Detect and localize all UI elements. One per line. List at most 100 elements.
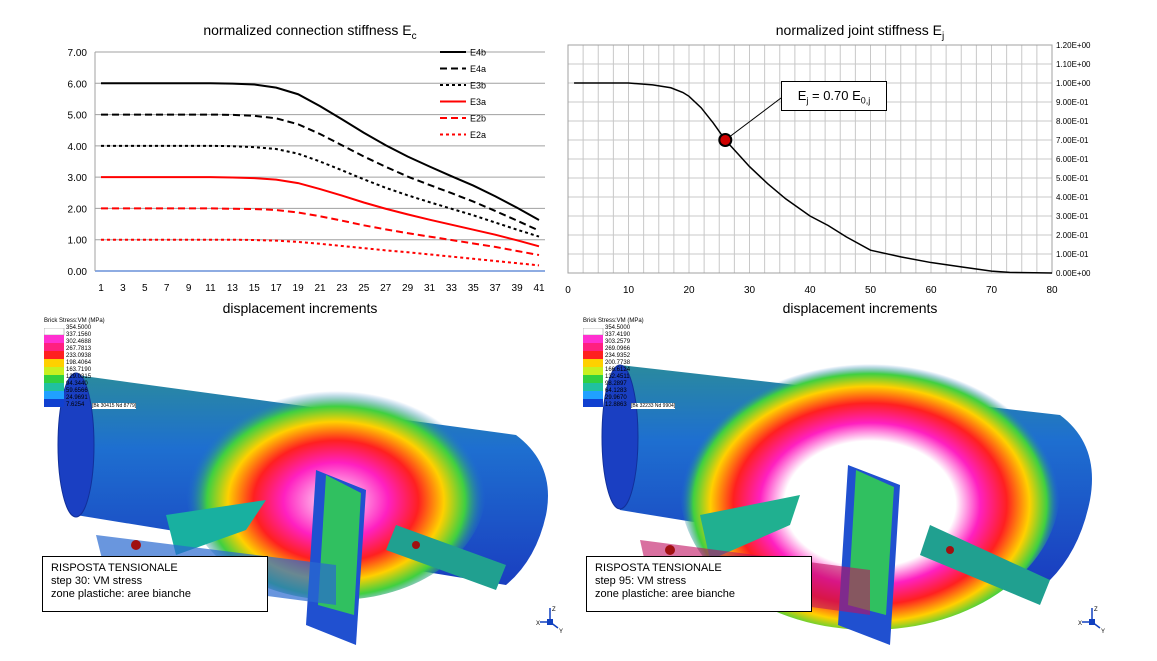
- axes-triad-right-icon: Z X Y: [1078, 607, 1105, 634]
- y-tick-label: 3.00: [68, 173, 88, 184]
- legend-label: E2a: [470, 130, 486, 140]
- x-tick-label: 50: [865, 285, 877, 296]
- x-tick-label: 19: [293, 283, 305, 294]
- colorbar-left-labels: 354.5000 337.1560 302.4688 267.7813 233.…: [66, 325, 91, 409]
- plot-border: [567, 44, 1053, 274]
- axes-triad-left-icon: Z X Y: [536, 607, 563, 634]
- caption-right-line: step 95: VM stress: [595, 575, 687, 587]
- colorbar-right-value: 354.5000: [605, 325, 631, 331]
- right-chart-xlabel: displacement increments: [782, 300, 938, 316]
- y-tick-label: 7.00: [68, 48, 88, 59]
- colorbar-left-value: 198.4064: [66, 360, 92, 366]
- y-tick-label: 1.20E+00: [1056, 41, 1091, 50]
- y-tick-label: 6.00E-01: [1056, 155, 1089, 164]
- series-line: [101, 238, 540, 267]
- x-tick-label: 13: [227, 283, 239, 294]
- series-line: [101, 82, 540, 221]
- x-tick-label: 5: [142, 283, 148, 294]
- caption-left-line: zone plastiche: aree bianche: [51, 588, 192, 600]
- colorbar-right-value: 29.9670: [605, 395, 627, 401]
- y-tick-label: 1.10E+00: [1056, 60, 1091, 69]
- joint-stiffness-annotation: Ej = 0.70 E0,j: [781, 81, 887, 111]
- colorbar-right-value: 98.2897: [605, 381, 627, 387]
- x-tick-label: 15: [249, 283, 261, 294]
- x-tick-label: 3: [120, 283, 126, 294]
- x-tick-label: 35: [468, 283, 480, 294]
- x-tick-label: 0: [565, 285, 571, 296]
- colorbar-right-title: Brick Stress:VM (MPa): [583, 318, 644, 324]
- x-tick-label: 60: [925, 285, 937, 296]
- x-tick-label: 11: [205, 283, 216, 294]
- left-chart: 0.001.002.003.004.005.006.007.001 3 5 7 9 11 1…: [68, 48, 545, 294]
- colorbar-left-scale: [44, 328, 65, 407]
- axis-x-label: X: [536, 621, 540, 627]
- x-tick-label: 80: [1046, 285, 1058, 296]
- y-tick-label: 9.00E-01: [1056, 98, 1089, 107]
- annotation-E: E: [797, 88, 807, 103]
- y-tick-label: 3.00E-01: [1056, 212, 1089, 221]
- left-chart-title: normalized connection stiffness Ec: [120, 22, 500, 42]
- x-tick-label: 21: [314, 283, 326, 294]
- x-tick-label: 33: [446, 283, 458, 294]
- y-tick-label: 0.00: [68, 267, 88, 278]
- series-line: [101, 113, 540, 232]
- x-tick-label: 1: [98, 283, 104, 294]
- right-chart-title-text: normalized joint stiffness E: [775, 22, 943, 38]
- colorbar-left-value: 7.6254: [66, 402, 85, 408]
- x-tick-label: 27: [380, 283, 392, 294]
- colorbar-right-labels: 354.5000 337.4190 303.2579 269.0966 234.…: [605, 325, 630, 409]
- left-chart-title-sub: c: [411, 30, 417, 42]
- annotation-mid: = 0.70 E: [808, 88, 861, 103]
- colorbar-left-value: 302.4688: [66, 339, 92, 345]
- axis-y-label: Y: [1101, 629, 1105, 634]
- legend-label: E4a: [470, 64, 486, 74]
- colorbar-left-value: 233.0938: [66, 353, 92, 359]
- annotation-leader: [724, 97, 782, 141]
- colorbar-right-value: 269.0966: [605, 346, 631, 352]
- caption-right-line: RISPOSTA TENSIONALE: [595, 562, 722, 574]
- colorbar-right-value: 64.1283: [605, 388, 627, 394]
- series-line: [574, 82, 1053, 274]
- colorbar-right-value: 303.2579: [605, 339, 631, 345]
- x-tick-label: 37: [490, 283, 502, 294]
- right-chart-title: normalized joint stiffness Ej: [660, 22, 1060, 42]
- colorbar-left-value: 59.6566: [66, 388, 88, 394]
- y-tick-label: 7.00E-01: [1056, 136, 1089, 145]
- highlight-marker: [718, 133, 733, 147]
- caption-right-line: zone plastiche: aree bianche: [595, 588, 736, 600]
- colorbar-right-value: 234.9352: [605, 353, 631, 359]
- legend-label: E2b: [470, 114, 486, 124]
- colorbar-right-scale: [583, 328, 604, 407]
- colorbar-left-extra: [Bk 30415 Nd 8779]: [92, 403, 137, 409]
- y-tick-label: 4.00E-01: [1056, 193, 1089, 202]
- series-line: [101, 176, 540, 248]
- x-tick-label: 29: [402, 283, 414, 294]
- colorbar-left-value: 129.0315: [66, 374, 92, 380]
- left-chart-xlabel: displacement increments: [222, 300, 378, 316]
- colorbar-left-value: 354.5000: [66, 325, 92, 331]
- colorbar-right-value: 200.7738: [605, 360, 631, 366]
- legend-label: E3a: [470, 97, 486, 107]
- annotation-sub-j: j: [806, 95, 809, 106]
- caption-left: RISPOSTA TENSIONALE step 30: VM stress z…: [42, 556, 268, 612]
- axis-y-label: Y: [559, 629, 563, 634]
- caption-left-line: RISPOSTA TENSIONALE: [51, 562, 178, 574]
- axis-z-label: Z: [1094, 607, 1098, 613]
- x-tick-label: 31: [424, 283, 436, 294]
- x-tick-label: 40: [804, 285, 816, 296]
- y-tick-label: 1.00E+00: [1056, 79, 1091, 88]
- colorbar-left-value: 94.3440: [66, 381, 88, 387]
- colorbar-left-value: 267.7813: [66, 346, 92, 352]
- series-line: [101, 207, 540, 257]
- x-tick-label: 41: [533, 283, 545, 294]
- legend-label: E4b: [470, 48, 486, 58]
- y-tick-label: 8.00E-01: [1056, 117, 1089, 126]
- colorbar-right-value: 166.6124: [605, 367, 631, 373]
- legend-label: E3b: [470, 81, 486, 91]
- y-tick-label: 4.00: [68, 142, 88, 153]
- x-tick-label: 10: [623, 285, 635, 296]
- colorbar-left-value: 24.9691: [66, 395, 88, 401]
- y-tick-label: 5.00E-01: [1056, 174, 1089, 183]
- x-tick-label: 9: [186, 283, 192, 294]
- y-tick-label: 1.00E-01: [1056, 250, 1089, 259]
